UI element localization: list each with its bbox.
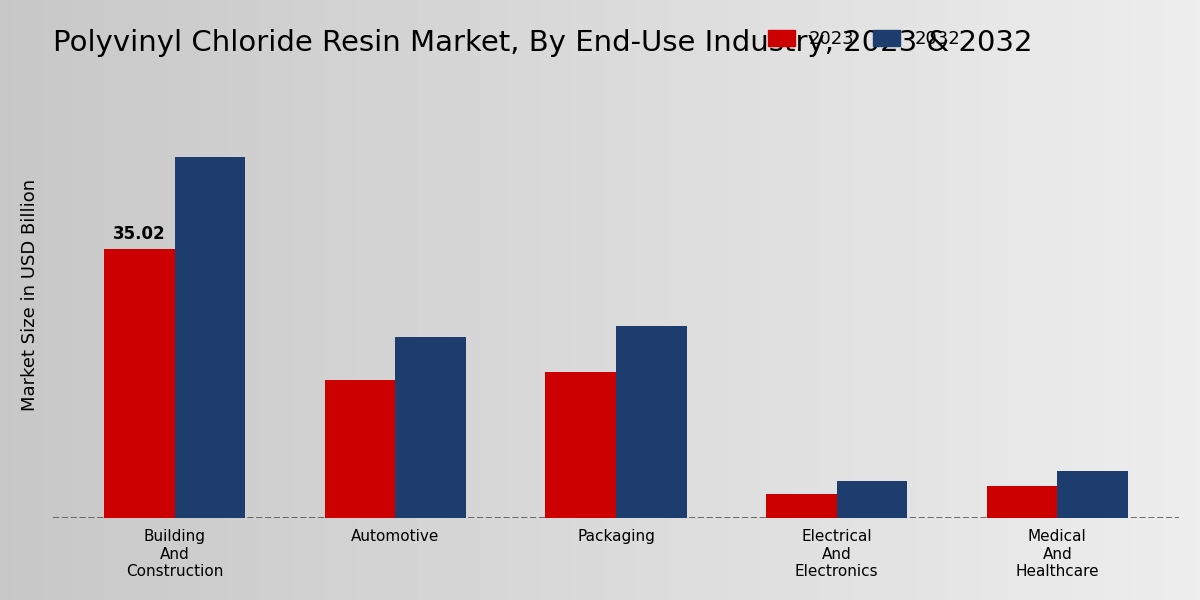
Bar <box>836 481 907 518</box>
Bar <box>174 157 245 518</box>
Bar <box>986 486 1057 518</box>
Legend: 2023, 2032: 2023, 2032 <box>761 23 967 56</box>
Bar <box>395 337 466 518</box>
Bar <box>325 380 395 518</box>
Y-axis label: Market Size in USD Billion: Market Size in USD Billion <box>20 179 38 411</box>
Text: Polyvinyl Chloride Resin Market, By End-Use Industry, 2023 & 2032: Polyvinyl Chloride Resin Market, By End-… <box>53 29 1032 57</box>
Bar <box>616 326 686 518</box>
Bar <box>1057 470 1128 518</box>
Bar <box>104 249 174 518</box>
Bar <box>766 494 836 518</box>
Bar <box>545 372 616 518</box>
Text: 35.02: 35.02 <box>113 224 166 242</box>
